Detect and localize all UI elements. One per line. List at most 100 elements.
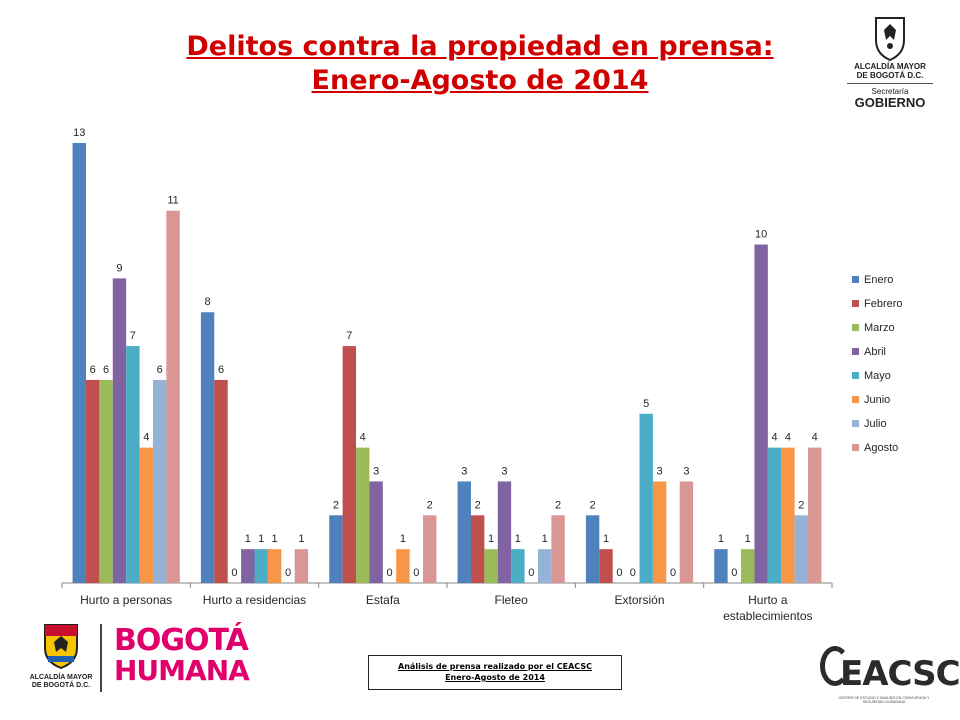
legend-swatch-junio	[852, 396, 859, 403]
data-label: 4	[812, 432, 818, 444]
bar-agosto-4	[679, 481, 694, 583]
shield-icon	[872, 14, 908, 62]
alcaldia-bottom-line-1: ALCALDÍA MAYOR	[29, 674, 93, 681]
ceacsc-c-icon	[820, 646, 850, 686]
logo-divider	[847, 83, 933, 84]
ceacsc-name: EACSC	[840, 654, 960, 694]
data-label: 4	[143, 432, 149, 444]
x-tick-label: Hurto a	[748, 593, 788, 607]
data-label: 1	[258, 533, 264, 545]
bar-enero-0	[72, 143, 86, 583]
data-label: 1	[718, 533, 724, 545]
data-label: 1	[272, 533, 278, 545]
bar-julio-3	[537, 549, 552, 583]
bar-mayo-4	[639, 413, 653, 583]
data-label: 2	[590, 499, 596, 511]
data-label: 5	[643, 398, 649, 410]
data-label: 4	[360, 432, 366, 444]
bar-mayo-5	[767, 447, 782, 583]
alcaldia-line-1: ALCALDÍA MAYOR	[854, 62, 926, 71]
data-label: 13	[73, 127, 85, 139]
data-label: 0	[386, 567, 392, 579]
bogota-logo-text: BOGOTÁ	[114, 623, 249, 658]
x-tick-label: Extorsión	[614, 593, 664, 607]
bar-junio-2	[396, 549, 410, 583]
data-label: 3	[373, 465, 379, 477]
data-label: 1	[603, 533, 609, 545]
alcaldia-text-bottom: ALCALDÍA MAYOR DE BOGOTÁ D.C.	[28, 674, 94, 690]
ceacsc-logo: EACSC CENTRO DE ESTUDIO Y ANÁLISIS EN CO…	[820, 646, 960, 706]
bar-agosto-2	[423, 515, 437, 583]
legend-swatch-abril	[852, 348, 859, 355]
bar-abril-2	[369, 481, 383, 583]
legend-swatch-mayo	[852, 372, 859, 379]
bar-agosto-5	[808, 447, 822, 583]
legend-label: Abril	[864, 346, 886, 358]
data-label: 0	[616, 567, 622, 579]
bar-febrero-0	[85, 379, 100, 583]
data-label: 6	[218, 364, 224, 376]
x-tick-label: Estafa	[366, 593, 400, 607]
data-label: 6	[103, 364, 109, 376]
bar-marzo-3	[484, 549, 498, 583]
bar-julio-5	[794, 515, 809, 583]
data-label: 7	[130, 330, 136, 342]
legend-swatch-julio	[852, 420, 859, 427]
alcaldia-logo-top: ALCALDÍA MAYOR DE BOGOTÁ D.C. Secretaría…	[835, 14, 945, 110]
shield-icon	[42, 622, 80, 670]
data-label: 0	[630, 567, 636, 579]
data-label: 3	[501, 465, 507, 477]
bar-junio-0	[139, 447, 153, 583]
footer-line-1: Análisis de prensa realizado por el CEAC…	[398, 662, 592, 671]
bar-abril-1	[241, 549, 255, 583]
bar-mayo-3	[511, 549, 525, 583]
legend-label: Enero	[864, 274, 893, 286]
bogota-humana-logos: ALCALDÍA MAYOR DE BOGOTÁ D.C. BOGOTÁ HUM…	[28, 622, 250, 702]
data-label: 3	[683, 465, 689, 477]
data-label: 2	[475, 499, 481, 511]
title-line-2: Enero-Agosto de 2014	[311, 65, 649, 96]
data-label: 0	[285, 567, 291, 579]
ceacsc-subtitle: CENTRO DE ESTUDIO Y ANÁLISIS EN CONVIVEN…	[838, 696, 930, 704]
bar-junio-4	[652, 481, 667, 583]
alcaldia-line-2: DE BOGOTÁ D.C.	[856, 71, 924, 80]
data-label: 1	[298, 533, 304, 545]
gobierno-label: GOBIERNO	[854, 95, 926, 110]
legend-label: Marzo	[864, 322, 895, 334]
data-label: 1	[542, 533, 548, 545]
data-label: 7	[346, 330, 352, 342]
data-label: 1	[400, 533, 406, 545]
bar-enero-4	[585, 515, 600, 583]
footer-source-box: Análisis de prensa realizado por el CEAC…	[368, 655, 622, 690]
data-label: 3	[657, 465, 663, 477]
data-label: 2	[798, 499, 804, 511]
bar-enero-5	[714, 549, 728, 583]
bar-junio-1	[267, 549, 282, 583]
legend-swatch-enero	[852, 276, 859, 283]
x-tick-label: Hurto a residencias	[203, 593, 306, 607]
legend-label: Julio	[864, 418, 887, 430]
bar-abril-0	[112, 278, 127, 583]
bar-agosto-0	[166, 210, 180, 583]
bar-julio-0	[152, 379, 167, 583]
legend-label: Febrero	[864, 298, 903, 310]
data-label: 2	[333, 499, 339, 511]
data-label: 3	[461, 465, 467, 477]
humana-logo-text: HUMANA	[114, 654, 250, 687]
legend-swatch-febrero	[852, 300, 859, 307]
data-label: 10	[755, 229, 767, 241]
bar-febrero-2	[342, 346, 357, 583]
data-label: 9	[116, 262, 122, 274]
data-label: 0	[231, 567, 237, 579]
data-label: 2	[555, 499, 561, 511]
data-label: 4	[785, 432, 791, 444]
data-label: 1	[245, 533, 251, 545]
legend-swatch-agosto	[852, 444, 859, 451]
data-label: 0	[731, 567, 737, 579]
data-label: 6	[90, 364, 96, 376]
data-label: 6	[157, 364, 163, 376]
bar-mayo-1	[254, 549, 268, 583]
bar-junio-5	[781, 447, 795, 583]
data-label: 0	[670, 567, 676, 579]
